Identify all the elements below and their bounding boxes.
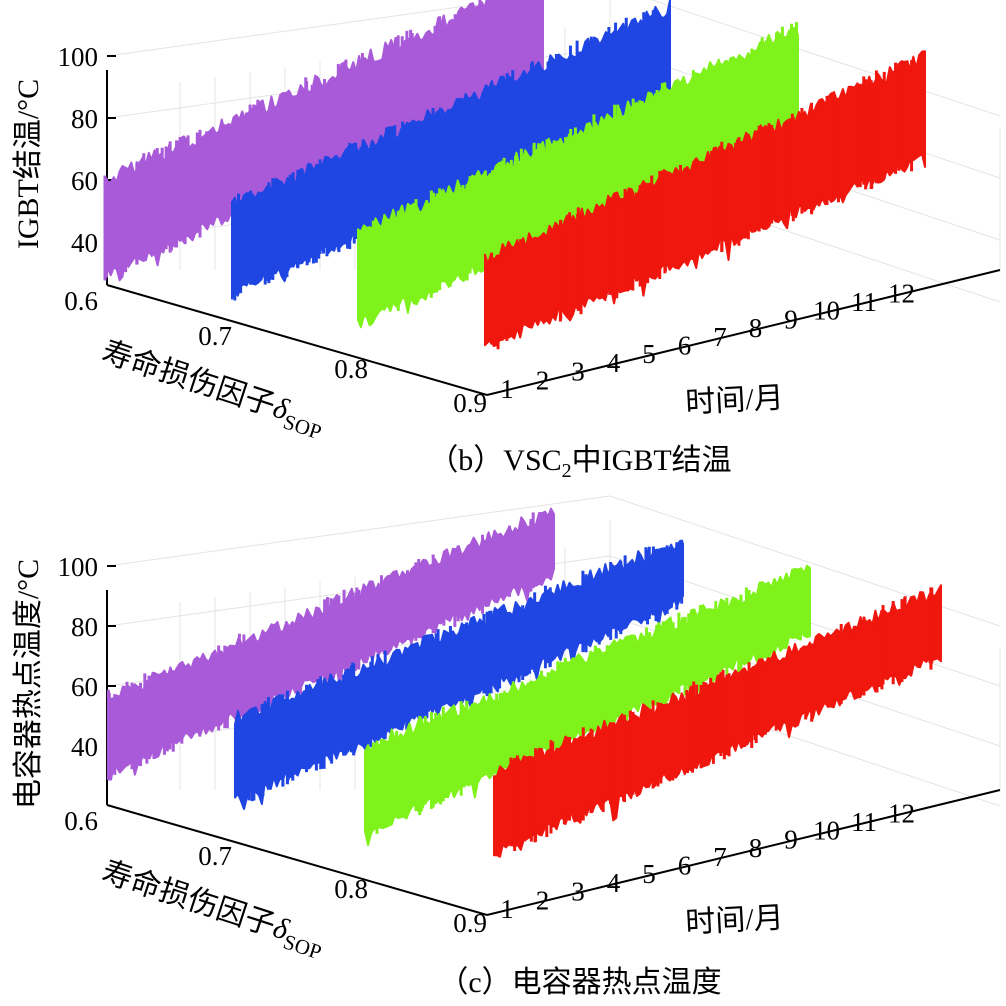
series-ribbon xyxy=(231,0,671,301)
figure-caption: （c）电容器热点温度 xyxy=(438,966,721,999)
y-tick-label: 0.8 xyxy=(334,874,368,904)
y-axis-label-text: 寿命损伤因子 xyxy=(98,855,279,942)
x-tick-label: 10 xyxy=(813,296,840,326)
y-axis-label: 寿命损伤因子δSOP xyxy=(96,855,329,964)
x-tick-label: 6 xyxy=(678,851,692,881)
x-tick-label: 9 xyxy=(784,304,798,334)
series-ribbon xyxy=(106,507,555,781)
figure-caption: （b）VSC2中IGBT结温 xyxy=(428,444,731,482)
z-tick-label: 60 xyxy=(71,672,98,702)
x-axis-label: 时间/月 xyxy=(685,901,785,939)
x-axis-label: 时间/月 xyxy=(685,381,785,419)
y-tick-label: 0.9 xyxy=(453,908,487,938)
series-ribbon xyxy=(493,584,942,858)
x-tick-label: 7 xyxy=(713,322,727,352)
caption-prefix: （c）电容器热点温度 xyxy=(438,966,721,999)
x-tick-label: 2 xyxy=(536,365,550,395)
x-tick-label: 5 xyxy=(642,339,656,369)
z-tick-label: 80 xyxy=(71,612,98,642)
x-tick-label: 12 xyxy=(888,278,915,308)
y-tick-label: 0.8 xyxy=(334,354,368,384)
x-tick-label: 2 xyxy=(536,885,550,915)
y-tick-label: 0.6 xyxy=(64,806,98,836)
y-axis-label-sub: SOP xyxy=(280,409,324,444)
x-tick-label: 4 xyxy=(607,348,621,378)
z-tick-label: 40 xyxy=(71,228,98,258)
x-tick-label: 5 xyxy=(642,859,656,889)
y-axis-label-sub: SOP xyxy=(280,929,324,964)
x-tick-label: 12 xyxy=(888,798,915,828)
z-tick-label: 100 xyxy=(58,552,99,582)
x-tick-label: 3 xyxy=(571,357,585,387)
series-ribbon xyxy=(234,539,684,810)
x-tick-label: 8 xyxy=(749,313,763,343)
series-band xyxy=(493,584,942,858)
x-axis xyxy=(486,789,1001,916)
x-tick-label: 9 xyxy=(784,824,798,854)
x-tick-label: 11 xyxy=(851,807,877,837)
x-tick-label: 11 xyxy=(851,287,877,317)
grid-line-z xyxy=(106,495,611,567)
z-axis-label: IGBT结温/°C xyxy=(12,79,45,249)
z-axis-label: 电容器热点温度/°C xyxy=(12,559,45,809)
y-tick-label: 0.7 xyxy=(198,841,232,871)
x-tick-label: 7 xyxy=(713,842,727,872)
y-axis xyxy=(106,804,488,916)
y-tick-label: 0.9 xyxy=(453,388,487,418)
grid-line-z xyxy=(650,0,1001,117)
x-tick-label: 6 xyxy=(678,331,692,361)
x-tick-label: 1 xyxy=(500,894,514,924)
caption-prefix: （b）VSC xyxy=(428,444,561,477)
x-tick-label: 10 xyxy=(813,816,840,846)
z-tick-label: 100 xyxy=(58,42,99,72)
caption-suffix: 中IGBT结温 xyxy=(572,444,732,477)
z-tick-label: 60 xyxy=(71,166,98,196)
y-tick-label: 0.6 xyxy=(64,286,98,316)
x-tick-label: 3 xyxy=(571,877,585,907)
grid-line-z xyxy=(106,0,514,57)
y-axis-label-text: 寿命损伤因子 xyxy=(98,335,279,422)
z-tick-label: 80 xyxy=(71,104,98,134)
x-tick-label: 1 xyxy=(500,374,514,404)
x-axis xyxy=(486,269,1001,396)
y-axis xyxy=(106,284,488,396)
x-tick-label: 8 xyxy=(749,833,763,863)
series-ribbon xyxy=(484,50,926,350)
z-tick-label: 40 xyxy=(71,732,98,762)
x-tick-label: 4 xyxy=(607,868,621,898)
caption-sub: 2 xyxy=(562,460,572,482)
y-tick-label: 0.7 xyxy=(198,321,232,351)
y-axis-label: 寿命损伤因子δSOP xyxy=(96,335,329,444)
